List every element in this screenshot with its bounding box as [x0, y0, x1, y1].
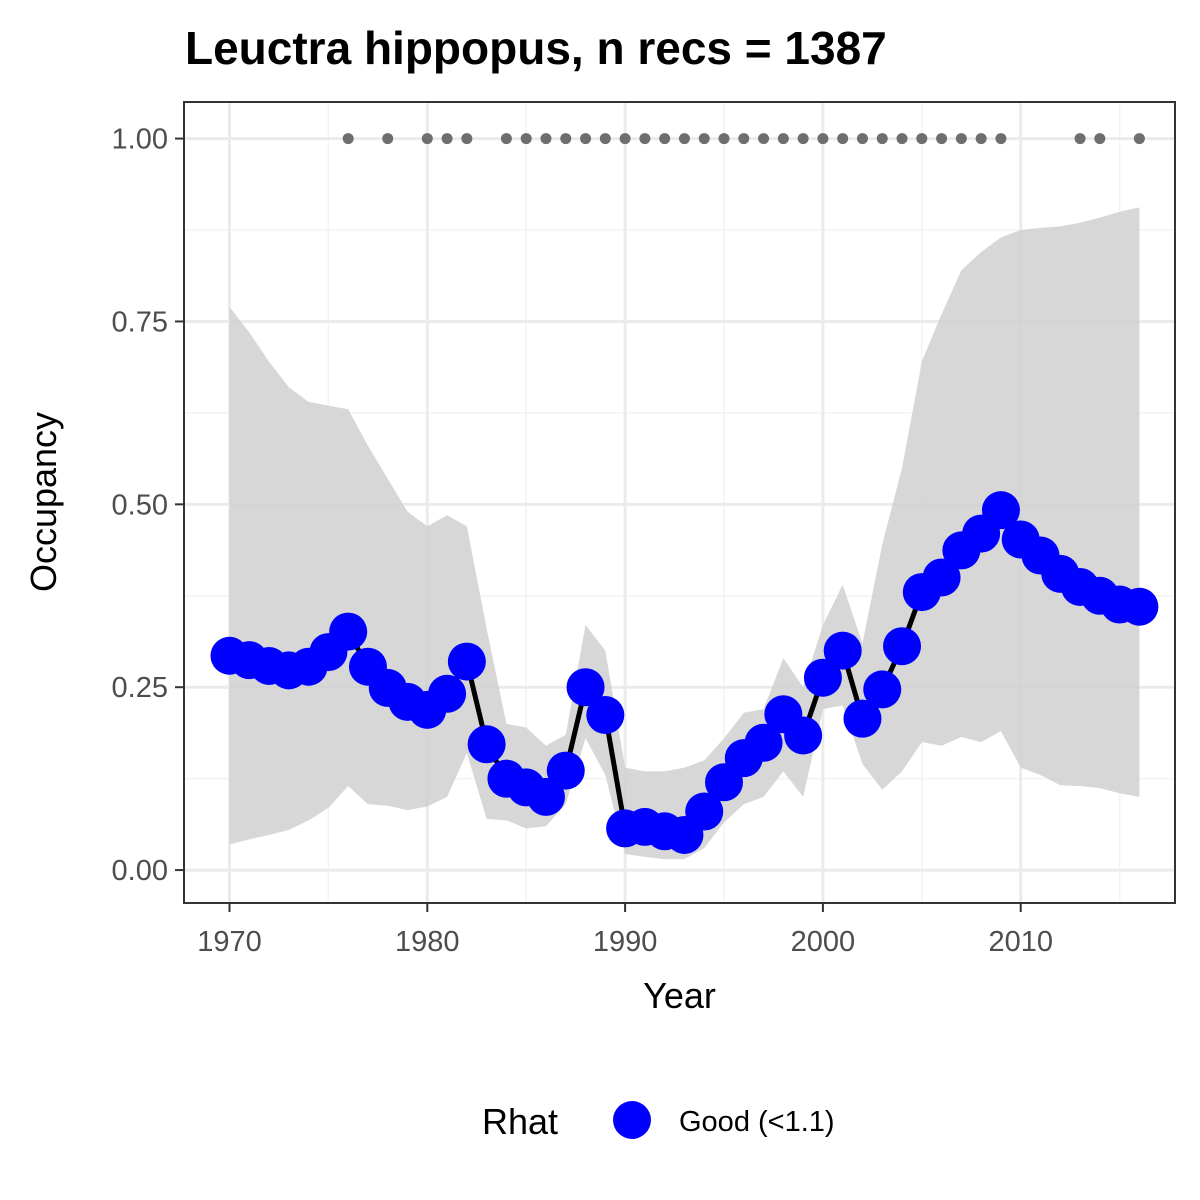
record-markers — [342, 133, 1145, 145]
record-marker — [520, 133, 532, 145]
data-point — [863, 670, 902, 709]
record-marker — [678, 133, 690, 145]
data-point — [843, 699, 882, 738]
data-point — [685, 792, 724, 831]
record-marker — [619, 133, 631, 145]
record-marker — [441, 133, 453, 145]
record-marker — [758, 133, 770, 145]
record-marker — [580, 133, 592, 145]
data-point — [428, 674, 467, 713]
data-point — [586, 696, 625, 735]
x-tick-label: 2000 — [791, 926, 856, 958]
data-point — [546, 751, 585, 790]
record-marker — [382, 133, 394, 145]
panel-border — [183, 101, 1176, 904]
record-marker — [975, 133, 987, 145]
record-marker — [797, 133, 809, 145]
data-point — [803, 658, 842, 697]
chart-title: Leuctra hippopus, n recs = 1387 — [185, 22, 887, 74]
data-point — [744, 723, 783, 762]
legend-label-good: Good (<1.1) — [679, 1106, 835, 1138]
record-marker — [599, 133, 611, 145]
x-tick-label: 2010 — [988, 926, 1053, 958]
data-point — [566, 668, 605, 707]
record-marker — [896, 133, 908, 145]
y-tick-label: 1.00 — [112, 124, 168, 156]
data-point — [883, 627, 922, 666]
data-point — [467, 725, 506, 764]
data-point — [922, 558, 961, 597]
y-axis-label: Occupancy — [23, 412, 64, 592]
y-tick-label: 0.25 — [112, 672, 168, 704]
record-marker — [461, 133, 473, 145]
legend-title: Rhat — [482, 1101, 558, 1142]
occupancy-points — [210, 491, 1159, 854]
record-marker — [995, 133, 1007, 145]
record-marker — [718, 133, 730, 145]
record-marker — [540, 133, 552, 145]
record-marker — [342, 133, 354, 145]
y-tick-label: 0.00 — [112, 855, 168, 887]
record-marker — [1133, 133, 1145, 145]
x-tick-label: 1990 — [593, 926, 658, 958]
record-marker — [856, 133, 868, 145]
y-tick-label: 0.50 — [112, 489, 168, 521]
record-marker — [659, 133, 671, 145]
data-point — [329, 612, 368, 651]
record-marker — [738, 133, 750, 145]
legend-key-good — [613, 1101, 651, 1139]
x-tick-label: 1980 — [395, 926, 460, 958]
y-tick-label: 0.75 — [112, 306, 168, 338]
data-point — [526, 777, 565, 816]
legend: Rhat Good (<1.1) — [482, 1101, 835, 1142]
x-tick-label: 1970 — [197, 926, 262, 958]
axes: 1970 1980 1990 2000 2010 0.00 0.25 0.50 0.75 1.00 — [112, 124, 1053, 958]
record-marker — [936, 133, 948, 145]
record-marker — [955, 133, 967, 145]
record-marker — [698, 133, 710, 145]
record-marker — [837, 133, 849, 145]
record-marker — [639, 133, 651, 145]
record-marker — [876, 133, 888, 145]
record-marker — [916, 133, 928, 145]
record-marker — [500, 133, 512, 145]
x-axis-label: Year — [643, 975, 716, 1016]
data-point — [784, 716, 823, 755]
record-marker — [560, 133, 572, 145]
data-point — [823, 631, 862, 670]
record-marker — [777, 133, 789, 145]
record-marker — [817, 133, 829, 145]
record-marker — [1094, 133, 1106, 145]
data-point — [981, 491, 1020, 530]
data-point — [1120, 587, 1159, 626]
record-marker — [421, 133, 433, 145]
data-point — [447, 642, 486, 681]
record-marker — [1074, 133, 1086, 145]
